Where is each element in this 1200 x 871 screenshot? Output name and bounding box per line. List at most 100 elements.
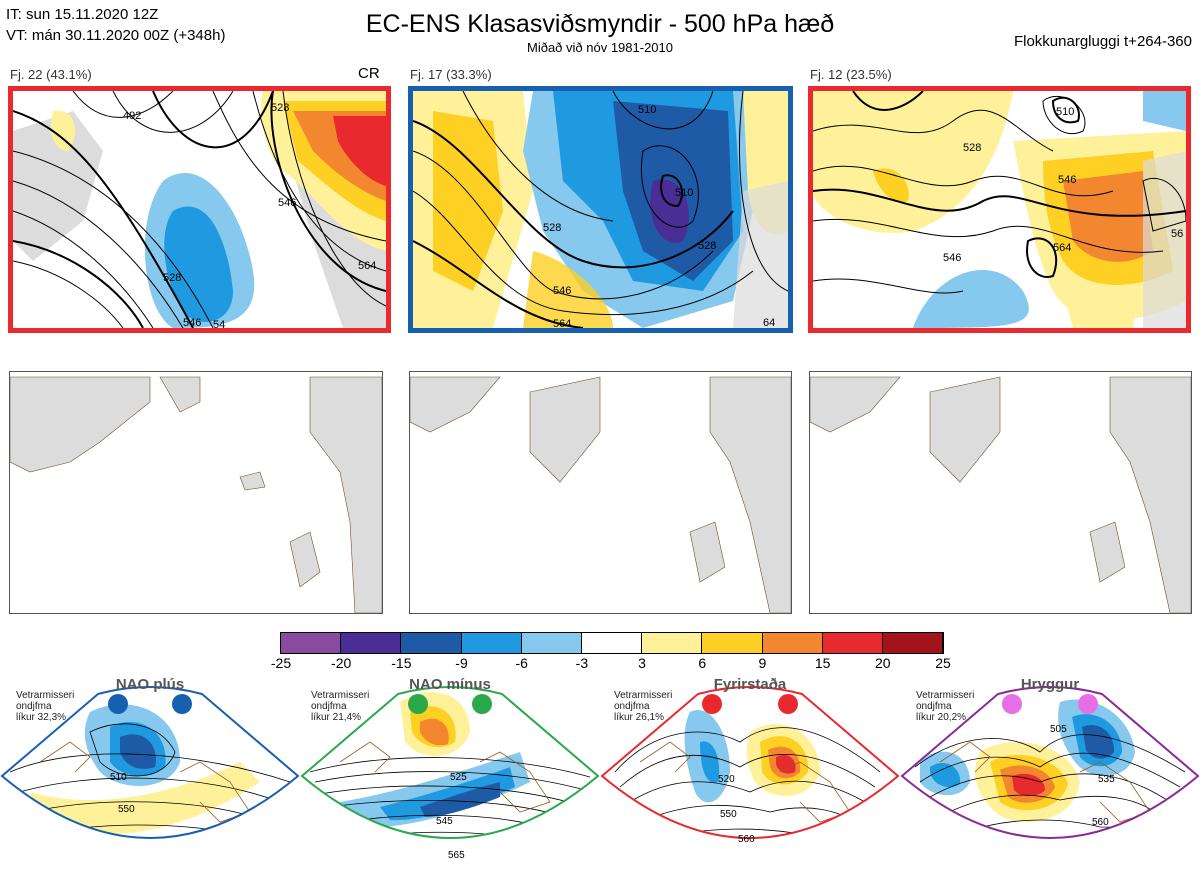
colorbar-tick-label: -15	[391, 655, 412, 671]
colorbar-tick-label: 6	[698, 655, 707, 671]
contour-label: 546	[278, 197, 296, 209]
colorbar-swatch	[822, 633, 883, 653]
panel-2-map: 510 528 510 528 546 564 64	[413, 91, 788, 328]
regime-months: ondjfma	[916, 701, 952, 712]
regime-months: ondjfma	[311, 701, 347, 712]
contour-label: 528	[163, 272, 181, 284]
contour-label: 564	[1053, 242, 1071, 254]
valid-time: VT: mán 30.11.2020 00Z (+348h)	[6, 27, 226, 44]
panel-2-label: Fj. 17 (33.3%)	[410, 67, 492, 82]
colorbar-swatch	[461, 633, 522, 653]
regime-months: ondjfma	[16, 701, 52, 712]
contour-label: 492	[123, 110, 141, 122]
contour-label: 528	[271, 102, 289, 114]
contour-label: 545	[436, 816, 453, 827]
regime-name: NAO mínus	[409, 676, 491, 693]
cluster-panel-2: 510 528 510 528 546 564 64	[408, 86, 793, 333]
regime-season: Vetrarmisseri	[614, 690, 673, 701]
colorbar	[280, 632, 944, 654]
contour-label: 560	[1092, 817, 1109, 828]
contour-label: 56	[1171, 228, 1183, 240]
panel-3-map: 510 528 546 564 546 56	[813, 91, 1186, 328]
contour-label: 535	[1098, 774, 1115, 785]
contour-label: 525	[450, 772, 467, 783]
contour-label: 564	[553, 318, 571, 328]
regime-probability: líkur 21,4%	[311, 712, 362, 723]
contour-label: 528	[698, 240, 716, 252]
base-map-1	[10, 376, 382, 613]
regime-season: Vetrarmisseri	[16, 690, 75, 701]
contour-label: 546	[183, 317, 201, 328]
base-map-3	[810, 376, 1191, 613]
empty-map-2	[409, 371, 792, 614]
regime-probability: líkur 26,1%	[614, 712, 665, 723]
cluster-panel-1: 492 528 546 528 546 564 54	[8, 86, 391, 333]
colorbar-swatch	[762, 633, 823, 653]
contour-label: 510	[638, 104, 656, 116]
empty-map-3	[809, 371, 1192, 614]
regime-info: Vetrarmisseri ondjfma líkur 32,3%	[16, 690, 74, 723]
regime-probability: líkur 20,2%	[916, 712, 967, 723]
contour-label: 54	[213, 319, 225, 328]
contour-label: 550	[720, 809, 737, 820]
regime-probability: líkur 32,3%	[16, 712, 67, 723]
contour-label: 565	[448, 850, 465, 861]
colorbar-tick-label: -6	[515, 655, 528, 671]
colorbar-swatch	[581, 633, 643, 653]
colorbar-tick-label: 25	[935, 655, 951, 671]
regime-months: ondjfma	[614, 701, 650, 712]
colorbar-tick-label: 3	[638, 655, 646, 671]
panel-3-contour-labels: 510 528 546 564 546 56	[943, 106, 1183, 264]
contour-label: 546	[553, 285, 571, 297]
panel-2-contour-labels: 510 528 510 528 546 564 64	[543, 104, 775, 328]
colorbar-swatch	[882, 633, 944, 653]
contour-label: 505	[1050, 724, 1067, 735]
regime-info: Vetrarmisseri ondjfma líkur 26,1%	[614, 690, 672, 723]
contour-label: 520	[718, 774, 735, 785]
page-title: EC-ENS Klasasviðsmyndir - 500 hPa hæð	[365, 10, 835, 38]
contour-label: 528	[963, 142, 981, 154]
panel-1-map: 492 528 546 528 546 564 54	[13, 91, 386, 328]
contour-label: 510	[1056, 106, 1074, 118]
colorbar-swatch	[702, 633, 763, 653]
contour-label: 564	[358, 260, 376, 272]
contour-label: 546	[943, 252, 961, 264]
contour-label: 528	[543, 222, 561, 234]
regime-season: Vetrarmisseri	[311, 690, 370, 701]
regime-info: Vetrarmisseri ondjfma líkur 21,4%	[311, 690, 369, 723]
regime-info: Vetrarmisseri ondjfma líkur 20,2%	[916, 690, 974, 723]
cluster-panel-3: 510 528 546 564 546 56	[808, 86, 1191, 333]
regime-name: Fyrirstaða	[713, 676, 787, 693]
panel-1-contour-labels: 492 528 546 528 546 564 54	[123, 102, 376, 328]
cluster-window: Flokkunargluggi t+264-360	[1013, 33, 1192, 50]
colorbar-swatch	[642, 633, 703, 653]
regime-maps: 510 550	[0, 686, 1200, 861]
colorbar-tick-label: -3	[575, 655, 589, 671]
colorbar-tick-label: 9	[758, 655, 767, 671]
colorbar-tick-label: -25	[270, 655, 292, 671]
colorbar-tick-label: -20	[331, 655, 352, 671]
header-times: IT: sun 15.11.2020 12Z VT: mán 30.11.202…	[6, 4, 225, 46]
colorbar-swatch	[341, 633, 402, 653]
panel-1-label: Fj. 22 (43.1%)	[10, 67, 92, 82]
colorbar-swatch	[401, 633, 462, 653]
regime-name: Hryggur	[1020, 676, 1080, 693]
colorbar-tick-label: 20	[875, 655, 891, 671]
empty-map-1	[9, 371, 383, 614]
colorbar-tick-label: -9	[455, 655, 468, 671]
issue-time: IT: sun 15.11.2020 12Z	[6, 6, 159, 23]
regime-row: 510 550	[0, 672, 1200, 871]
contour-label: 510	[675, 187, 693, 199]
panel-1-tag: CR	[358, 65, 380, 82]
contour-label: 510	[110, 772, 127, 783]
contour-label: 546	[1058, 174, 1076, 186]
contour-label: 560	[738, 834, 755, 845]
contour-label: 550	[118, 804, 135, 815]
base-map-2	[410, 376, 791, 613]
panel-3-label: Fj. 12 (23.5%)	[810, 67, 892, 82]
colorbar-tick-label: 15	[814, 655, 831, 671]
colorbar-swatch	[281, 633, 342, 653]
regime-season: Vetrarmisseri	[916, 690, 975, 701]
contour-label: 64	[763, 317, 775, 328]
page-subtitle: Miðað við nóv 1981-2010	[527, 40, 673, 55]
